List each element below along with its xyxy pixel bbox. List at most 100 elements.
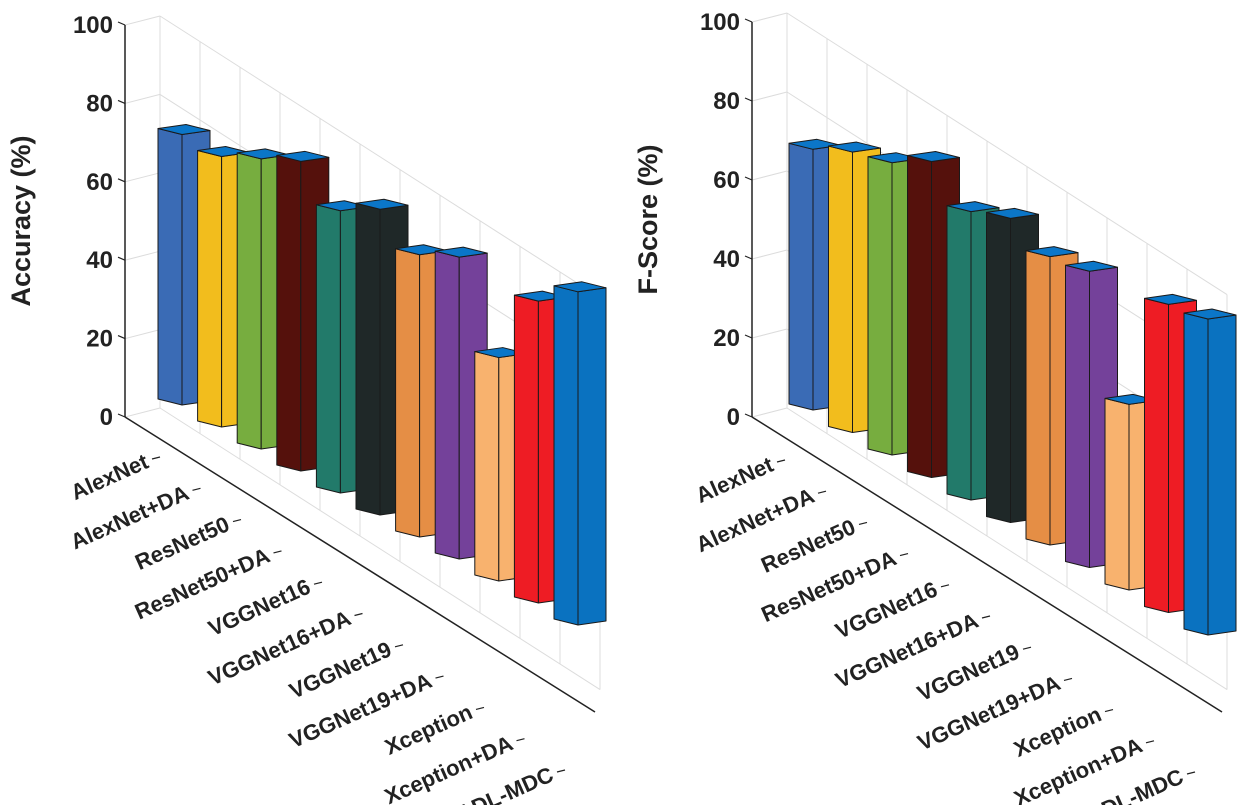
bar-front-face (474, 351, 500, 582)
bar-front-face (553, 285, 579, 626)
y-tick-label: 60 (713, 167, 740, 194)
y-tick-label: 40 (86, 247, 113, 274)
y-axis-label: F-Score (%) (633, 144, 663, 294)
gridline-left-wall (124, 250, 161, 261)
bar-top-face (1183, 308, 1237, 320)
y-tick (117, 413, 126, 418)
bar-top-face (276, 150, 330, 162)
x-tick (1063, 677, 1073, 681)
x-tick (232, 519, 242, 523)
gridline-left-wall (124, 329, 161, 340)
gridline-back-wall (786, 407, 1228, 691)
gridline-back-wall (159, 15, 601, 299)
bar-top-face (946, 201, 1000, 213)
x-tick (1104, 709, 1114, 713)
x-tick (475, 706, 485, 710)
x-tick (817, 490, 827, 494)
bar-top-face (1065, 260, 1118, 272)
bar-top-face (986, 207, 1039, 219)
bar-top-face (1025, 246, 1079, 258)
bar-side-face (577, 287, 607, 626)
bar-front-face (828, 145, 853, 433)
bar-side-face (1207, 314, 1237, 636)
y-tick-label: 80 (713, 88, 740, 115)
gridline-left-wall (751, 12, 788, 23)
x-tick (940, 584, 950, 588)
bar-front-face (867, 156, 893, 456)
bar-top-face (157, 124, 211, 136)
bar-front-face (1183, 312, 1209, 636)
bar-front-face (315, 204, 341, 494)
bar-top-face (434, 246, 488, 258)
x-tick (151, 456, 161, 460)
gridline-left-wall (124, 407, 161, 418)
gridline-left-wall (124, 15, 161, 26)
y-tick-label: 60 (86, 169, 113, 196)
bar-front-face (395, 248, 421, 538)
gridline-left-wall (124, 93, 161, 104)
bar-front-face (1065, 264, 1090, 568)
x-tick (556, 769, 566, 773)
y-tick (744, 334, 753, 339)
gridline-back-wall (159, 407, 601, 691)
y-tick (744, 413, 753, 418)
x-tick (192, 487, 201, 491)
y-tick-label: 100 (700, 9, 740, 36)
bar-front-face (907, 155, 932, 478)
y-axis-label: Accuracy (%) (6, 135, 36, 306)
gridline-left-wall (124, 172, 161, 183)
y-tick (744, 97, 753, 102)
y-tick (744, 18, 753, 23)
gridline-left-wall (751, 407, 788, 418)
y-tick (117, 21, 126, 26)
x-axis (751, 416, 1223, 713)
bar-top-face (553, 281, 607, 293)
bar-front-face (1144, 297, 1169, 613)
y-tick-label: 0 (100, 404, 113, 431)
gridline-left-wall (751, 170, 788, 181)
x-axis (124, 416, 596, 713)
bar-front-face (197, 150, 223, 428)
y-tick (117, 335, 126, 340)
y-tick-label: 40 (713, 246, 740, 273)
x-tick (273, 550, 282, 554)
bar-front-face (788, 142, 814, 411)
y-tick (744, 176, 753, 181)
x-tick (435, 675, 444, 679)
bar-front-face (1104, 397, 1130, 591)
bar-top-face (1144, 293, 1197, 305)
x-tick (1022, 646, 1032, 650)
x-tick (394, 644, 404, 648)
gridline-back-wall (786, 12, 1228, 296)
bar-front-face (1025, 250, 1051, 546)
y-tick-label: 20 (713, 325, 740, 352)
y-tick (117, 99, 126, 104)
x-tick (858, 521, 868, 525)
y-tick-label: 20 (86, 326, 113, 353)
bar-front-face (434, 250, 460, 560)
y-tick (117, 178, 126, 183)
gridline-left-wall (751, 91, 788, 102)
x-tick (1186, 771, 1196, 775)
x-tick (354, 612, 363, 617)
bar-front-face (513, 294, 539, 604)
x-tick (981, 615, 991, 619)
x-tick-label: AlexNet (692, 451, 778, 507)
bar-top-face (355, 198, 409, 210)
x-tick-label: AlexNet (67, 448, 153, 504)
bar-top-face (828, 141, 881, 153)
gridline-left-wall (751, 249, 788, 260)
y-tick-label: 100 (73, 12, 113, 39)
bar-top-face (907, 151, 960, 162)
x-tick (1145, 740, 1155, 744)
x-tick (313, 581, 323, 585)
bar-front-face (236, 152, 262, 450)
bar-front-face (276, 154, 302, 472)
bar-front-face (946, 205, 972, 501)
x-tick (776, 459, 786, 463)
bar-front-face (355, 202, 381, 516)
bar-front-face (986, 211, 1011, 523)
